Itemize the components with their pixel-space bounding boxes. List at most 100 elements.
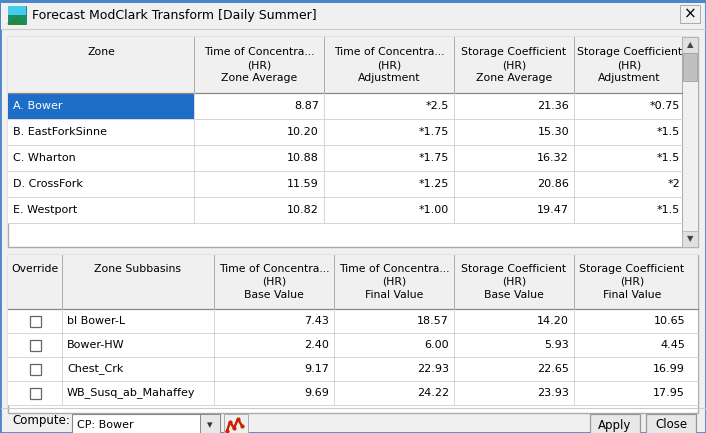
- Bar: [8, 197, 682, 223]
- Text: Compute:: Compute:: [12, 414, 70, 427]
- Bar: [683, 53, 697, 81]
- Text: 15.30: 15.30: [537, 127, 569, 137]
- Text: 19.47: 19.47: [537, 205, 569, 215]
- Text: 16.32: 16.32: [537, 153, 569, 163]
- Text: 4.45: 4.45: [660, 340, 685, 350]
- Text: *1.5: *1.5: [657, 127, 680, 137]
- Bar: [1, 1, 705, 3]
- Text: 10.88: 10.88: [287, 153, 319, 163]
- Text: Storage Coefficient: Storage Coefficient: [462, 47, 566, 57]
- Text: ▾: ▾: [207, 420, 213, 430]
- Bar: [8, 6, 26, 24]
- Text: (HR): (HR): [620, 277, 644, 287]
- Text: ▲: ▲: [687, 41, 693, 49]
- Bar: [224, 414, 248, 433]
- Text: Base Value: Base Value: [244, 290, 304, 300]
- Text: 7.43: 7.43: [304, 316, 329, 326]
- Bar: [8, 255, 698, 413]
- Text: 9.69: 9.69: [304, 388, 329, 398]
- Text: Close: Close: [655, 419, 687, 432]
- Bar: [8, 145, 682, 171]
- Text: E. Westport: E. Westport: [13, 205, 77, 215]
- Text: Adjustment: Adjustment: [598, 73, 661, 83]
- Text: (HR): (HR): [617, 60, 642, 70]
- Text: (HR): (HR): [502, 60, 526, 70]
- Text: D. CrossFork: D. CrossFork: [13, 179, 83, 189]
- Text: 14.20: 14.20: [537, 316, 569, 326]
- Text: Zone Subbasins: Zone Subbasins: [95, 264, 181, 274]
- Bar: [194, 93, 682, 119]
- Text: *0.75: *0.75: [650, 101, 680, 111]
- Text: Time of Concentra...: Time of Concentra...: [334, 47, 444, 57]
- Text: 9.17: 9.17: [304, 364, 329, 374]
- Text: Zone Average: Zone Average: [476, 73, 552, 83]
- Text: Bower-HW: Bower-HW: [67, 340, 125, 350]
- Bar: [8, 357, 698, 381]
- Bar: [8, 119, 682, 145]
- Text: 22.65: 22.65: [537, 364, 569, 374]
- Text: CP: Bower: CP: Bower: [77, 420, 133, 430]
- Text: 23.93: 23.93: [537, 388, 569, 398]
- Text: *1.25: *1.25: [419, 179, 449, 189]
- Text: *1.75: *1.75: [419, 127, 449, 137]
- Text: Zone: Zone: [87, 47, 115, 57]
- Bar: [30, 339, 40, 350]
- Text: A. Bower: A. Bower: [13, 101, 63, 111]
- Text: *1.5: *1.5: [657, 205, 680, 215]
- Bar: [8, 333, 698, 357]
- Text: 10.65: 10.65: [653, 316, 685, 326]
- Text: 16.99: 16.99: [653, 364, 685, 374]
- Text: 5.93: 5.93: [544, 340, 569, 350]
- Text: Time of Concentra...: Time of Concentra...: [219, 264, 329, 274]
- Bar: [8, 37, 698, 247]
- Text: Final Value: Final Value: [603, 290, 662, 300]
- Text: (HR): (HR): [247, 60, 271, 70]
- Text: *1.75: *1.75: [419, 153, 449, 163]
- Bar: [8, 309, 698, 333]
- Bar: [8, 37, 682, 93]
- Bar: [30, 363, 40, 375]
- Text: (HR): (HR): [382, 277, 406, 287]
- Bar: [8, 255, 698, 309]
- Text: WB_Susq_ab_Mahaffey: WB_Susq_ab_Mahaffey: [67, 388, 196, 398]
- Text: Storage Coefficient: Storage Coefficient: [577, 47, 682, 57]
- Text: 10.82: 10.82: [287, 205, 319, 215]
- Text: *2: *2: [667, 179, 680, 189]
- Text: 6.00: 6.00: [424, 340, 449, 350]
- Text: 18.57: 18.57: [417, 316, 449, 326]
- Text: Chest_Crk: Chest_Crk: [67, 364, 124, 375]
- Bar: [72, 414, 220, 433]
- Text: Override: Override: [11, 264, 59, 274]
- Text: ▼: ▼: [687, 235, 693, 243]
- Text: 8.87: 8.87: [294, 101, 319, 111]
- Text: 11.59: 11.59: [287, 179, 319, 189]
- Bar: [8, 171, 682, 197]
- Text: (HR): (HR): [377, 60, 401, 70]
- Bar: [8, 6, 26, 15]
- Text: *2.5: *2.5: [426, 101, 449, 111]
- Text: 24.22: 24.22: [417, 388, 449, 398]
- Text: *1.00: *1.00: [419, 205, 449, 215]
- Text: (HR): (HR): [502, 277, 526, 287]
- Text: ×: ×: [683, 6, 696, 22]
- Text: 22.93: 22.93: [417, 364, 449, 374]
- Polygon shape: [8, 17, 26, 24]
- Text: bl Bower-L: bl Bower-L: [67, 316, 125, 326]
- Bar: [682, 37, 698, 247]
- Bar: [646, 414, 696, 433]
- Text: 20.86: 20.86: [537, 179, 569, 189]
- Bar: [200, 414, 220, 433]
- Text: 2.40: 2.40: [304, 340, 329, 350]
- Bar: [8, 381, 698, 405]
- Text: Time of Concentra...: Time of Concentra...: [204, 47, 314, 57]
- Text: Adjustment: Adjustment: [358, 73, 420, 83]
- Text: Forecast ModClark Transform [Daily Summer]: Forecast ModClark Transform [Daily Summe…: [32, 9, 316, 22]
- Text: C. Wharton: C. Wharton: [13, 153, 76, 163]
- Text: 10.20: 10.20: [287, 127, 319, 137]
- Text: Base Value: Base Value: [484, 290, 544, 300]
- Text: Storage Coefficient: Storage Coefficient: [462, 264, 566, 274]
- Bar: [680, 5, 700, 23]
- Bar: [1, 1, 705, 29]
- Text: B. EastForkSinne: B. EastForkSinne: [13, 127, 107, 137]
- Bar: [30, 316, 40, 326]
